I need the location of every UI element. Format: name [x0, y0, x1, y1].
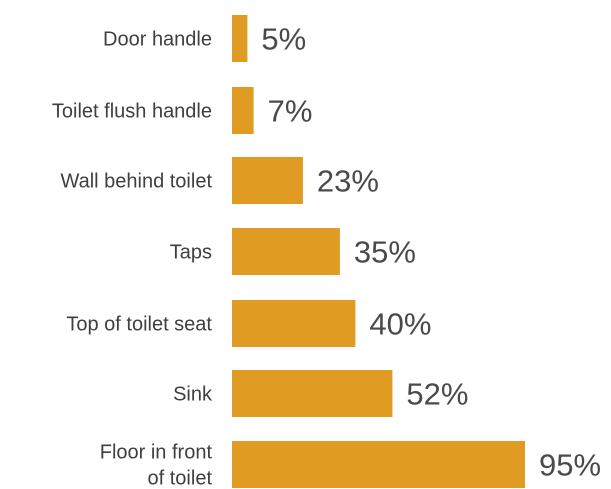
category-labels: Door handle Toilet flush handle Wall behin… — [52, 29, 213, 489]
value-labels: 5% 7%23% 35% 40% 52% 95% — [261, 22, 601, 483]
category-label: Toilet flush handle — [52, 101, 212, 123]
bars-layer — [232, 15, 525, 488]
category-label: Floor in front of toilet — [100, 442, 213, 489]
value-label: 23% — [317, 164, 379, 199]
value-label: 5% — [261, 22, 306, 57]
bar — [232, 157, 303, 204]
value-label: 7% — [268, 94, 313, 129]
bar — [232, 87, 254, 134]
bar — [232, 370, 393, 417]
category-label: Top of toilet seat — [66, 314, 212, 336]
category-label: Sink — [173, 384, 213, 406]
bar — [232, 441, 525, 488]
bar — [232, 300, 356, 347]
value-label: 35% — [354, 235, 416, 270]
value-label: 95% — [539, 448, 601, 483]
bar — [232, 228, 340, 275]
category-label: Door handle — [103, 29, 212, 51]
category-label: Wall behind toilet — [60, 171, 212, 193]
value-label: 52% — [406, 377, 468, 412]
bar — [232, 15, 248, 62]
value-label: 40% — [369, 307, 431, 342]
category-label: Taps — [170, 242, 212, 264]
